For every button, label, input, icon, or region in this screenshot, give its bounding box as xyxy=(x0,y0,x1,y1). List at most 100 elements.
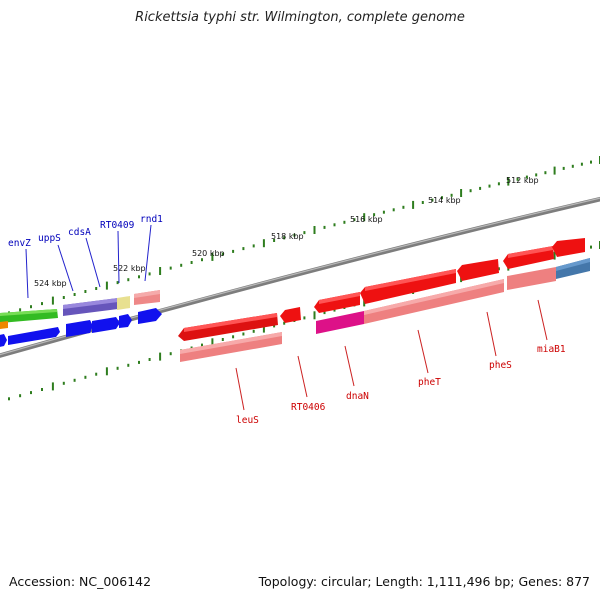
gene-label-rnd1: rnd1 xyxy=(140,214,163,225)
gene-label-pheT: pheT xyxy=(418,377,441,388)
scale-tick xyxy=(353,218,356,222)
scale-tick xyxy=(460,189,463,197)
gene-label-cdsA: cdsA xyxy=(68,227,91,238)
scale-tick xyxy=(73,293,76,296)
gene-label-leuS: leuS xyxy=(236,415,259,426)
forward-genes xyxy=(0,290,162,347)
scale-label-516: 516 kbp xyxy=(350,215,383,224)
scale-tick xyxy=(497,182,500,186)
scale-tick xyxy=(590,245,592,249)
scale-tick xyxy=(382,210,385,214)
scale-label-520: 520 kbp xyxy=(192,249,225,258)
gene-cdsA[interactable] xyxy=(117,296,130,310)
scale-tick xyxy=(169,352,172,356)
gene-label-envZ: envZ xyxy=(8,238,31,249)
scale-tick xyxy=(273,324,276,328)
gene-miaB1-pale xyxy=(507,267,556,290)
scale-tick xyxy=(412,200,415,209)
scale-tick xyxy=(8,397,10,401)
gene-pheS[interactable] xyxy=(457,259,499,281)
scale-tick xyxy=(51,382,54,391)
scale-tick xyxy=(323,311,326,315)
scale-tick xyxy=(273,239,276,242)
scale-tick xyxy=(242,247,245,251)
gene-rnd1-arrow[interactable] xyxy=(138,308,162,324)
scale-tick xyxy=(62,381,65,385)
scale-tick xyxy=(116,366,119,370)
gene-RT0409-arrow[interactable] xyxy=(119,314,132,328)
scale-tick xyxy=(431,198,434,202)
scale-tick xyxy=(159,352,162,361)
scale-tick xyxy=(283,321,286,325)
scale-ticks-upper xyxy=(8,156,600,315)
scale-tick xyxy=(402,205,405,209)
scale-tick xyxy=(41,388,43,391)
gene-label-RT0409: RT0409 xyxy=(100,220,135,231)
scale-tick xyxy=(127,278,130,282)
scale-tick xyxy=(148,272,151,276)
scale-tick xyxy=(242,332,245,336)
scale-tick xyxy=(180,263,183,267)
scale-tick xyxy=(252,329,255,333)
scale-tick xyxy=(293,233,296,237)
gene-label-miaB1: miaB1 xyxy=(537,344,566,355)
map-title: Rickettsia typhi str. Wilmington, comple… xyxy=(135,10,465,25)
scale-tick xyxy=(479,186,482,190)
scale-tick xyxy=(303,231,306,235)
scale-tick xyxy=(553,166,556,175)
scale-tick xyxy=(19,308,22,312)
gene-cdsA-arrow[interactable] xyxy=(92,317,120,333)
scale-tick xyxy=(73,378,76,382)
scale-tick xyxy=(232,335,235,339)
reverse-genes xyxy=(178,238,590,362)
scale-tick xyxy=(221,252,224,256)
gene-uppS-arrow[interactable] xyxy=(66,320,93,337)
scale-label-524: 524 kbp xyxy=(34,279,67,288)
scale-tick xyxy=(105,281,108,290)
scale-tick xyxy=(544,171,547,175)
scale-tick xyxy=(421,201,424,204)
scale-tick xyxy=(450,193,453,197)
scale-tick xyxy=(221,338,224,341)
scale-tick xyxy=(363,298,366,307)
scale-tick xyxy=(333,308,336,312)
scale-tick xyxy=(516,177,519,181)
gene-envZ-arrow[interactable] xyxy=(8,327,60,345)
gene-label-pheS: pheS xyxy=(489,360,512,371)
scale-tick xyxy=(525,175,528,179)
scale-tick xyxy=(571,164,574,168)
scale-tick xyxy=(535,173,538,177)
scale-tick xyxy=(19,394,22,398)
gene-RT0406[interactable] xyxy=(280,307,301,323)
scale-tick xyxy=(497,267,500,271)
scale-label-514: 514 kbp xyxy=(428,196,461,205)
scale-tick xyxy=(441,196,443,200)
scale-label-512: 512 kbp xyxy=(506,176,539,185)
scale-tick xyxy=(507,177,510,186)
scale-tick xyxy=(252,244,255,248)
scale-tick xyxy=(159,267,162,275)
scale-tick xyxy=(148,358,151,361)
scale-tick xyxy=(190,261,193,264)
scale-tick xyxy=(283,236,286,240)
gene-pheT[interactable] xyxy=(360,269,456,304)
scale-tick xyxy=(333,223,336,227)
scale-tick xyxy=(30,305,32,309)
scale-tick xyxy=(201,343,203,347)
scale-tick xyxy=(84,290,87,293)
scale-tick xyxy=(363,213,366,222)
scale-tick xyxy=(169,266,172,270)
scale-tick xyxy=(323,225,326,229)
gene-label-uppS: uppS xyxy=(38,233,61,244)
accession-label: Accession: NC_006142 xyxy=(9,574,152,589)
scale-tick xyxy=(30,391,32,395)
scale-tick xyxy=(262,239,265,248)
scale-tick xyxy=(488,184,491,188)
scale-tick xyxy=(95,287,98,290)
scale-tick xyxy=(313,311,316,320)
scale-tick xyxy=(590,160,592,164)
scale-tick xyxy=(62,296,65,299)
scale-tick xyxy=(211,338,214,347)
scale-label-522: 522 kbp xyxy=(113,264,146,273)
